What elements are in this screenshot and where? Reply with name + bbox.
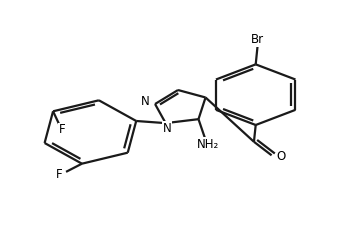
Text: F: F: [59, 123, 66, 136]
Text: Br: Br: [251, 33, 264, 46]
Text: NH₂: NH₂: [197, 138, 219, 151]
Text: O: O: [277, 150, 286, 163]
Text: N: N: [163, 122, 172, 135]
Text: F: F: [56, 168, 62, 181]
Text: N: N: [141, 95, 150, 108]
